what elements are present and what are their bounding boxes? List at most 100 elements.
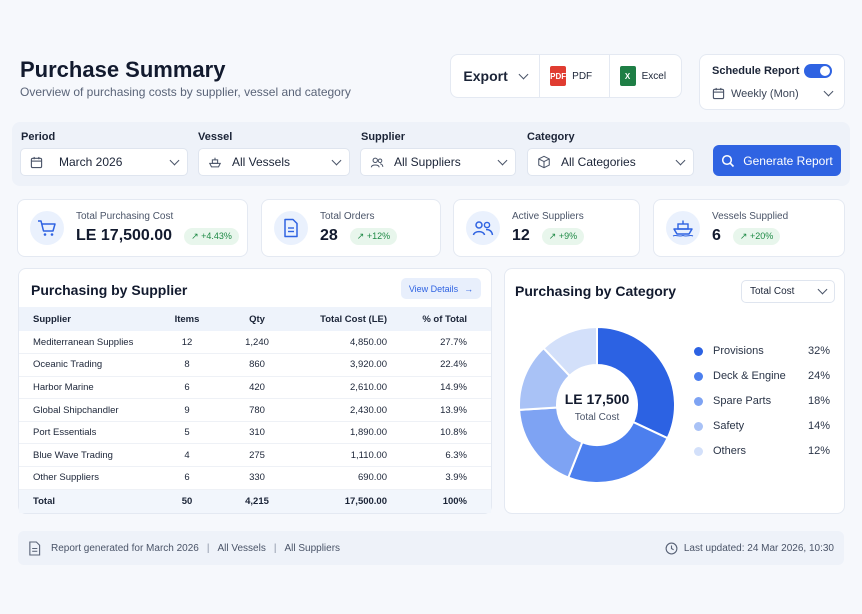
footer-suppliers: All Suppliers — [284, 542, 341, 554]
kpi-value: 12 — [512, 227, 530, 244]
export-excel-button[interactable]: X Excel — [610, 55, 681, 97]
legend-label: Safety — [713, 420, 745, 432]
arrow-right-icon: → — [464, 283, 474, 294]
table-row[interactable]: Oceanic Trading 8 860 3,920.00 22.4% — [19, 353, 491, 377]
schedule-frequency-select[interactable]: Weekly (Mon) — [712, 86, 834, 100]
cell-total-cost: 17,500.00 — [295, 489, 407, 514]
legend-item: Spare Parts 18% — [694, 395, 830, 407]
vessel-value: All Vessels — [232, 155, 291, 169]
table-header-row: Supplier Items Qty Total Cost (LE) % of … — [19, 307, 491, 331]
legend-percent: 14% — [807, 420, 830, 432]
cell-qty: 275 — [219, 443, 295, 468]
generate-report-button[interactable]: Generate Report — [713, 145, 841, 176]
metric-select[interactable]: Total Cost — [741, 280, 835, 303]
page-title: Purchase Summary — [20, 57, 226, 82]
footer-separator: | — [206, 542, 210, 554]
cell-total-percent: 100% — [407, 489, 491, 514]
kpi-change-badge: ↗ +9% — [541, 227, 585, 245]
kpi-label: Vessels Supplied — [712, 211, 789, 222]
supplier-select[interactable]: All Suppliers — [360, 148, 516, 176]
vessel-label: Vessel — [198, 131, 233, 143]
legend-percent: 32% — [807, 345, 830, 357]
table-row[interactable]: Mediterranean Supplies 12 1,240 4,850.00… — [19, 331, 491, 355]
schedule-toggle[interactable] — [804, 64, 832, 78]
cell-items: 8 — [155, 353, 219, 377]
calendar-icon — [712, 87, 725, 100]
box-icon — [538, 155, 550, 169]
period-select[interactable]: March 2026 — [20, 148, 188, 176]
page-subtitle: Overview of purchasing costs by supplier… — [20, 85, 351, 99]
table-row[interactable]: Port Essentials 5 310 1,890.00 10.8% — [19, 421, 491, 445]
column-header[interactable]: Supplier — [19, 307, 155, 331]
column-header[interactable]: Total Cost (LE) — [295, 307, 407, 331]
donut-center-label: Total Cost — [574, 412, 620, 423]
cell-total-cost: 3,920.00 — [295, 353, 407, 377]
cell-total-label: Total — [19, 489, 155, 514]
column-header[interactable]: % of Total — [407, 307, 491, 331]
legend-label: Spare Parts — [713, 395, 772, 407]
cell-percent: 10.8% — [407, 421, 491, 445]
category-value: All Categories — [561, 155, 636, 169]
donut-center-value: LE 17,500 — [564, 391, 630, 407]
table-total-row: Total 50 4,215 17,500.00 100% — [19, 489, 491, 514]
cell-percent: 13.9% — [407, 398, 491, 422]
cell-total-cost: 690.00 — [295, 466, 407, 490]
vessel-select[interactable]: All Vessels — [198, 148, 350, 176]
export-pdf-button[interactable]: PDF PDF — [540, 55, 610, 97]
cell-items: 9 — [155, 398, 219, 422]
supplier-label: Supplier — [361, 131, 406, 143]
legend-percent: 24% — [807, 370, 830, 382]
kpi-icon-wrap — [30, 211, 64, 245]
legend-percent: 12% — [807, 445, 830, 457]
legend-dot — [694, 396, 703, 406]
column-header[interactable]: Items — [155, 307, 219, 331]
column-header[interactable]: Qty — [219, 307, 295, 331]
footer-vessels: All Vessels — [217, 542, 266, 554]
table-row[interactable]: Harbor Marine 6 420 2,610.00 14.9% — [19, 376, 491, 400]
kpi-label: Total Purchasing Cost — [76, 211, 174, 222]
export-label: Export — [463, 68, 508, 84]
cell-supplier: Blue Wave Trading — [19, 443, 155, 468]
cell-items: 6 — [155, 376, 219, 400]
kpi-card-vessels-supplied: Vessels Supplied 6 ↗ +20% — [653, 199, 845, 257]
cell-total-cost: 4,850.00 — [295, 331, 407, 355]
cell-percent: 14.9% — [407, 376, 491, 400]
legend-dot — [694, 421, 703, 431]
cell-items: 6 — [155, 466, 219, 490]
footer-last-updated: Last updated: 24 Mar 2026, 10:30 — [683, 542, 834, 554]
cell-qty: 1,240 — [219, 331, 295, 355]
cell-percent: 22.4% — [407, 353, 491, 377]
excel-label: Excel — [641, 70, 667, 82]
schedule-report-card: Schedule Report Weekly (Mon) — [699, 54, 845, 110]
schedule-frequency-value: Weekly (Mon) — [731, 87, 799, 100]
category-donut-chart — [518, 326, 676, 484]
category-label: Category — [527, 131, 575, 143]
chevron-down-icon — [169, 155, 180, 165]
kpi-card-active-suppliers: Active Suppliers 12 ↗ +9% — [453, 199, 640, 257]
legend-label: Provisions — [713, 345, 764, 357]
table-row[interactable]: Blue Wave Trading 4 275 1,110.00 6.3% — [19, 443, 491, 468]
cell-items: 4 — [155, 443, 219, 468]
ship-icon — [208, 157, 222, 167]
pdf-label: PDF — [572, 70, 593, 82]
kpi-label: Active Suppliers — [512, 211, 584, 222]
view-details-button[interactable]: View Details → — [401, 278, 481, 299]
category-select[interactable]: All Categories — [527, 148, 694, 176]
cell-percent: 3.9% — [407, 466, 491, 490]
export-dropdown[interactable]: Export — [451, 55, 541, 97]
kpi-value: LE 17,500.00 — [76, 227, 173, 244]
table-row[interactable]: Other Suppliers 6 330 690.00 3.9% — [19, 466, 491, 490]
cell-qty: 420 — [219, 376, 295, 400]
cell-total-cost: 1,110.00 — [295, 443, 407, 468]
legend-dot — [694, 346, 703, 356]
table-row[interactable]: Global Shipchandler 9 780 2,430.00 13.9% — [19, 398, 491, 422]
cell-items: 12 — [155, 331, 219, 355]
cell-total-cost: 1,890.00 — [295, 421, 407, 445]
legend-item: Others 12% — [694, 445, 830, 457]
cell-total-cost: 2,610.00 — [295, 376, 407, 400]
kpi-change-badge: ↗ +20% — [732, 227, 781, 245]
cell-percent: 27.7% — [407, 331, 491, 355]
people-icon — [472, 221, 494, 236]
kpi-value: 28 — [320, 227, 338, 244]
kpi-icon-wrap — [466, 211, 500, 245]
